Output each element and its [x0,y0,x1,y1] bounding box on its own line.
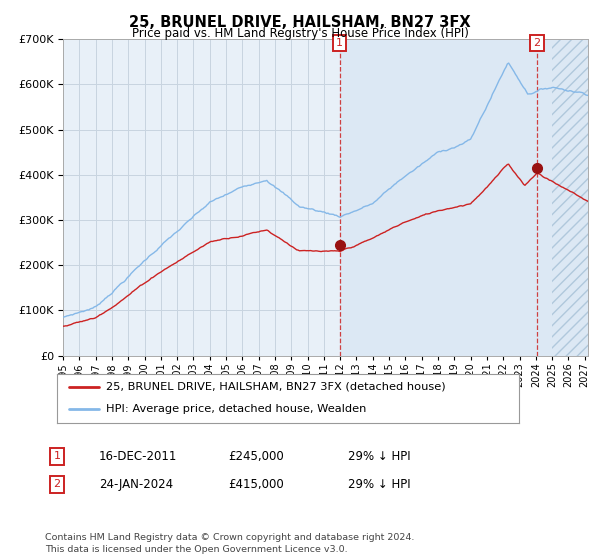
Bar [552,39,588,356]
Text: 16-DEC-2011: 16-DEC-2011 [99,450,178,463]
Text: HPI: Average price, detached house, Wealden: HPI: Average price, detached house, Weal… [106,404,366,414]
Text: £415,000: £415,000 [228,478,284,491]
Text: 29% ↓ HPI: 29% ↓ HPI [348,478,410,491]
Text: 1: 1 [53,451,61,461]
Bar [340,39,552,356]
Text: 1: 1 [336,38,343,48]
Text: Contains HM Land Registry data © Crown copyright and database right 2024.
This d: Contains HM Land Registry data © Crown c… [45,533,415,554]
Text: £245,000: £245,000 [228,450,284,463]
Text: Price paid vs. HM Land Registry's House Price Index (HPI): Price paid vs. HM Land Registry's House … [131,27,469,40]
Text: 29% ↓ HPI: 29% ↓ HPI [348,450,410,463]
Text: 25, BRUNEL DRIVE, HAILSHAM, BN27 3FX (detached house): 25, BRUNEL DRIVE, HAILSHAM, BN27 3FX (de… [106,382,445,392]
Bar [552,39,588,356]
Text: 25, BRUNEL DRIVE, HAILSHAM, BN27 3FX: 25, BRUNEL DRIVE, HAILSHAM, BN27 3FX [129,15,471,30]
Text: 2: 2 [533,38,541,48]
Text: 2: 2 [53,479,61,489]
Text: 24-JAN-2024: 24-JAN-2024 [99,478,173,491]
